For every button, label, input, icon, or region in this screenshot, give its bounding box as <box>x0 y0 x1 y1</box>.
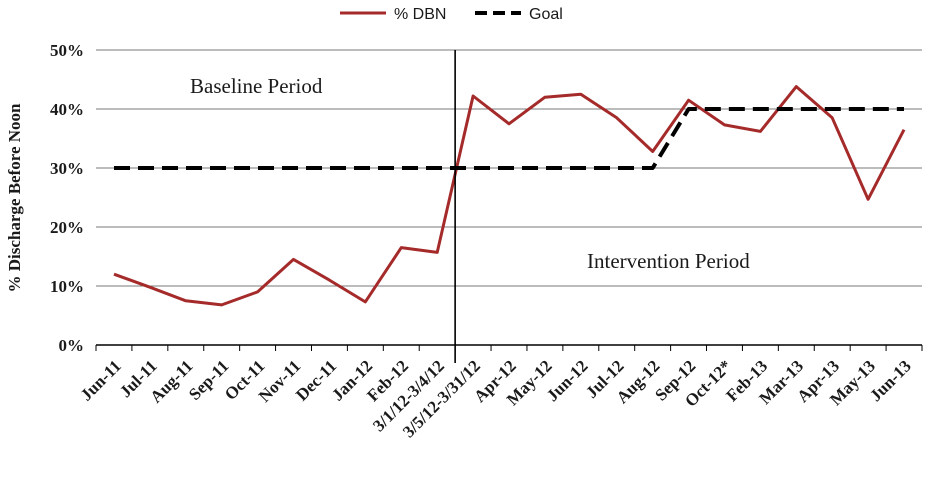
x-tick-label: Jun-12 <box>543 356 592 405</box>
legend-label: % DBN <box>394 6 446 23</box>
x-tick-label: Sep-11 <box>185 356 233 404</box>
y-tick-label: 0% <box>59 336 85 355</box>
y-tick-label: 10% <box>50 277 84 296</box>
series-group <box>113 85 906 307</box>
y-tick-label: 50% <box>50 41 84 60</box>
legend-label: Goal <box>529 6 563 23</box>
intervention-period-label: Intervention Period <box>587 249 750 273</box>
baseline-period-label: Baseline Period <box>190 74 323 98</box>
y-tick-label: 40% <box>50 100 84 119</box>
y-tick-labels: 0% 10% 20% 30% 40% 50% <box>50 41 84 355</box>
series-line-dbn <box>113 85 906 307</box>
x-tick-label: Jun-13 <box>866 356 915 405</box>
y-axis-label: % Discharge Before Noon <box>5 103 24 293</box>
y-tick-label: 30% <box>50 159 84 178</box>
y-tick-label: 20% <box>50 218 84 237</box>
series-line-goal <box>114 107 904 170</box>
x-tick-label: Jun-11 <box>77 356 125 404</box>
legend: % DBN Goal <box>340 6 563 23</box>
x-tick-labels: Jun-11Jul-11Aug-11Sep-11Oct-11Nov-11Dec-… <box>77 345 923 441</box>
